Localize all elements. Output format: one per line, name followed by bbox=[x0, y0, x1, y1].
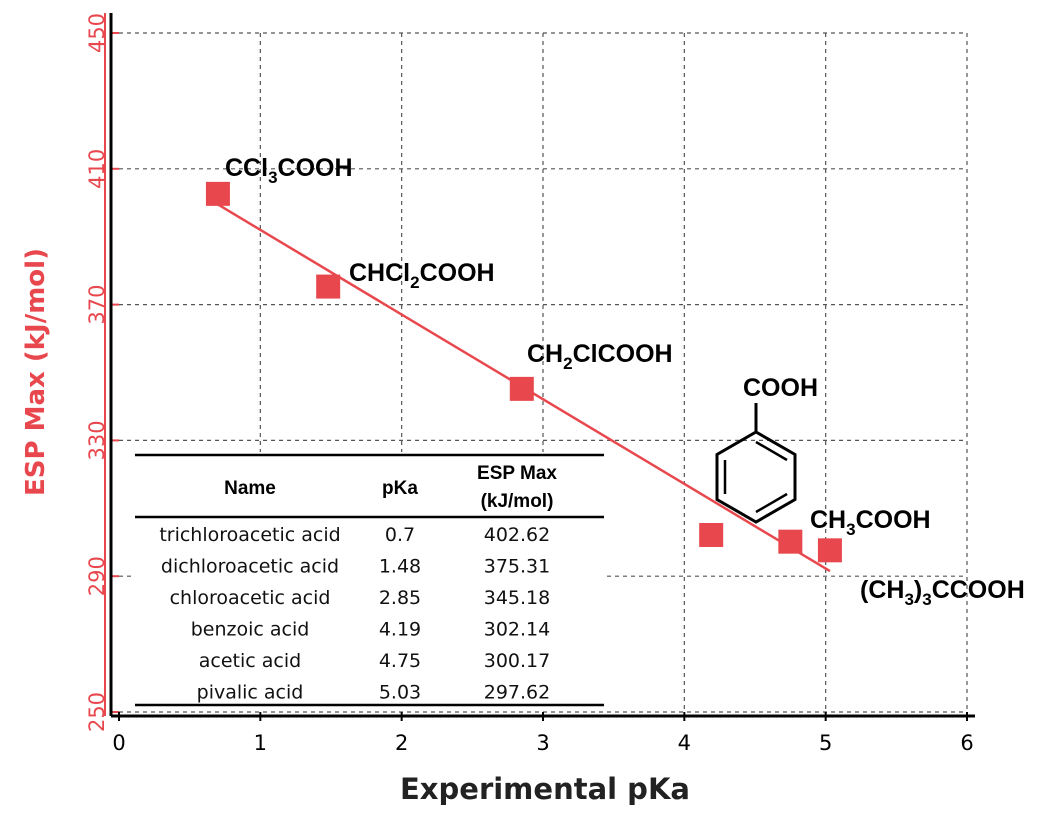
y-axis-title: ESP Max (kJ/mol) bbox=[21, 248, 51, 496]
grid bbox=[119, 32, 968, 713]
benzene-ring-icon bbox=[715, 430, 797, 524]
table-background bbox=[135, 452, 604, 710]
table-cell-name: trichloroacetic acid bbox=[159, 524, 340, 546]
table-header-pka: pKa bbox=[382, 478, 418, 499]
x-axis-title: Experimental pKa bbox=[400, 772, 690, 806]
table-cell-pka: 2.85 bbox=[379, 587, 421, 609]
table-cell-pka: 4.19 bbox=[379, 619, 421, 641]
x-tick-label: 5 bbox=[819, 731, 832, 755]
benzene-double-bond bbox=[755, 492, 788, 514]
compound-label-benzoic-acid: COOH bbox=[743, 374, 818, 402]
table-header-name: Name bbox=[224, 478, 276, 499]
data-point-trichloroacetic-acid bbox=[205, 181, 230, 206]
compound-label-chloroacetic-acid: CH2ClCOOH bbox=[527, 340, 673, 373]
table-cell-name: chloroacetic acid bbox=[170, 587, 331, 609]
table-cell-name: benzoic acid bbox=[191, 619, 310, 641]
table-cell-name: pivalic acid bbox=[197, 682, 304, 704]
data-point-chloroacetic-acid bbox=[509, 376, 534, 401]
x-tick-label: 4 bbox=[678, 731, 691, 755]
data-point-benzoic-acid bbox=[699, 522, 724, 547]
compound-label-dichloroacetic-acid: CHCl2COOH bbox=[349, 259, 495, 292]
data-point-pivalic-acid bbox=[817, 538, 842, 563]
benzene-ring-structure bbox=[715, 403, 797, 524]
table-cell-esp: 297.62 bbox=[484, 682, 550, 704]
table-cell-pka: 4.75 bbox=[379, 650, 421, 672]
compound-label-acetic-acid: CH3COOH bbox=[810, 506, 931, 539]
table-cell-pka: 1.48 bbox=[379, 556, 421, 578]
table-cell-pka: 0.7 bbox=[385, 524, 415, 546]
table-cell-esp: 300.17 bbox=[484, 650, 550, 672]
x-tick-label: 3 bbox=[536, 731, 549, 755]
table-cell-esp: 345.18 bbox=[484, 587, 550, 609]
compound-label-pivalic-acid: (CH3)3CCOOH bbox=[860, 576, 1025, 609]
data-points bbox=[205, 181, 842, 563]
table-header-esp-unit: (kJ/mol) bbox=[481, 491, 554, 512]
table-header-esp: ESP Max bbox=[477, 463, 557, 484]
x-tick-label: 6 bbox=[960, 731, 973, 755]
data-point-acetic-acid bbox=[778, 529, 803, 554]
table-cell-name: acetic acid bbox=[199, 650, 301, 672]
table-cell-esp: 375.31 bbox=[484, 556, 550, 578]
x-tick-label: 0 bbox=[112, 731, 125, 755]
x-tick-label: 2 bbox=[395, 731, 408, 755]
x-tick-label: 1 bbox=[254, 731, 267, 755]
data-point-dichloroacetic-acid bbox=[316, 274, 341, 299]
compound-label-trichloroacetic-acid: CCl3COOH bbox=[225, 154, 353, 187]
table-cell-pka: 5.03 bbox=[379, 682, 421, 704]
data-table: Name pKa ESP Max (kJ/mol) trichloroacetic ac… bbox=[135, 452, 604, 710]
compound-labels: CCl3COOH CHCl2COOH CH2ClCOOH COOH CH3COOH (CH… bbox=[225, 154, 1025, 609]
table-cell-esp: 402.62 bbox=[484, 524, 550, 546]
table-cell-name: dichloroacetic acid bbox=[161, 556, 339, 578]
benzene-double-bond bbox=[755, 440, 788, 462]
table-cell-esp: 302.14 bbox=[484, 619, 550, 641]
